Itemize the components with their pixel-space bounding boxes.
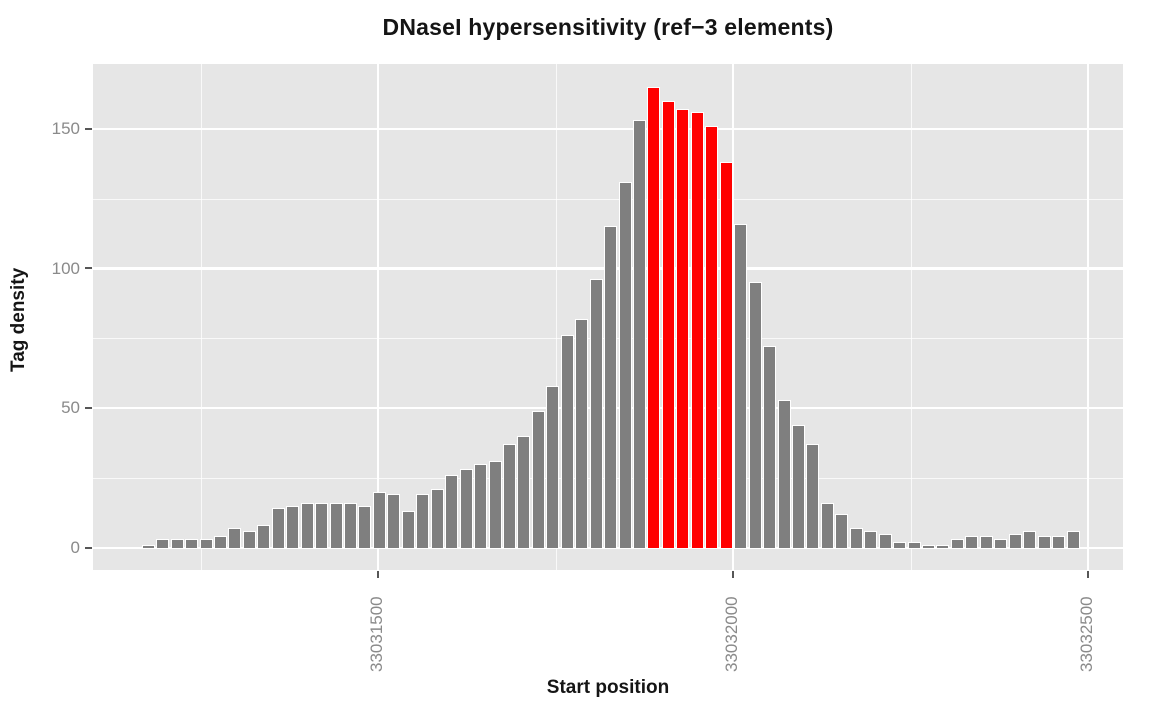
bar [820, 502, 834, 548]
bar-highlighted [719, 162, 733, 548]
bar [1052, 536, 1066, 548]
x-axis-title: Start position [546, 677, 670, 698]
bar [922, 544, 935, 548]
bar [242, 530, 256, 548]
gridline-vertical-minor [910, 64, 912, 570]
bar [546, 385, 560, 548]
bar [474, 463, 488, 548]
x-tick-label: 33032500 [1077, 596, 1096, 672]
bar [589, 279, 603, 548]
bar [445, 474, 459, 548]
bar [936, 544, 950, 548]
y-tick-mark [85, 406, 92, 409]
bar [734, 223, 748, 548]
bar [401, 511, 415, 548]
bar [502, 444, 516, 548]
bar [300, 502, 314, 548]
bar [156, 539, 170, 548]
bar-highlighted [661, 100, 675, 548]
x-tick-label: 33032000 [722, 596, 741, 672]
y-axis-title: Tag density [8, 267, 29, 373]
bar [604, 226, 618, 548]
bar [633, 120, 646, 548]
bar [141, 544, 155, 548]
bar [517, 435, 531, 548]
bar [1037, 536, 1051, 548]
x-tick-mark [732, 571, 734, 578]
bar [430, 488, 444, 548]
bar-highlighted [690, 111, 704, 548]
bar [878, 533, 892, 548]
bar [864, 530, 878, 548]
gridline-horizontal-major [93, 546, 1123, 549]
bar [185, 539, 199, 548]
plot-panel [93, 64, 1123, 570]
bar [228, 527, 242, 548]
bar [618, 181, 632, 548]
bar [170, 539, 184, 548]
bar [358, 505, 372, 548]
bar [1023, 530, 1037, 548]
bar [531, 410, 545, 548]
y-tick-label: 150 [51, 119, 80, 139]
bar [199, 539, 213, 548]
bar [329, 502, 343, 548]
y-tick-label: 100 [51, 258, 80, 278]
bar [387, 494, 401, 548]
bar [1066, 530, 1080, 548]
bar [763, 346, 777, 548]
bar [560, 335, 574, 548]
bar [1008, 533, 1022, 548]
x-tick-label: 33031500 [367, 596, 386, 672]
y-tick-mark [85, 267, 92, 270]
bar [271, 508, 285, 548]
bar [315, 502, 329, 548]
gridline-vertical-major [1086, 64, 1090, 570]
bar-highlighted [647, 86, 661, 548]
bar [286, 505, 300, 548]
bar [416, 494, 430, 548]
bar [979, 536, 993, 548]
chart-title: DNaseI hypersensitivity (ref−3 elements) [382, 14, 834, 40]
bar-highlighted [705, 125, 719, 548]
bar [791, 424, 805, 548]
bar [835, 514, 849, 548]
bar [488, 460, 502, 548]
bar [213, 536, 227, 548]
gridline-horizontal-minor [93, 198, 1123, 200]
bar [965, 536, 979, 548]
y-tick-mark [85, 127, 92, 130]
bar [907, 541, 921, 548]
bar [893, 541, 907, 548]
bar [950, 539, 964, 548]
bar [849, 527, 863, 548]
y-tick-mark [85, 546, 92, 549]
bar [459, 469, 473, 548]
gridline-horizontal-major [93, 127, 1123, 131]
bar [806, 444, 820, 548]
bar [372, 491, 386, 548]
gridline-vertical-major [731, 64, 735, 570]
bar [344, 502, 357, 548]
y-tick-label: 50 [61, 398, 80, 418]
bar [777, 399, 791, 548]
x-tick-mark [1087, 571, 1089, 578]
gridline-vertical-minor [200, 64, 202, 570]
bar [748, 282, 762, 548]
bar-highlighted [676, 109, 690, 548]
gridline-vertical-minor [555, 64, 557, 570]
bar [994, 539, 1008, 548]
gridline-vertical-major [376, 64, 380, 570]
bar [575, 318, 589, 548]
x-tick-mark [377, 571, 379, 578]
y-tick-label: 0 [70, 538, 80, 557]
bar [257, 525, 271, 548]
